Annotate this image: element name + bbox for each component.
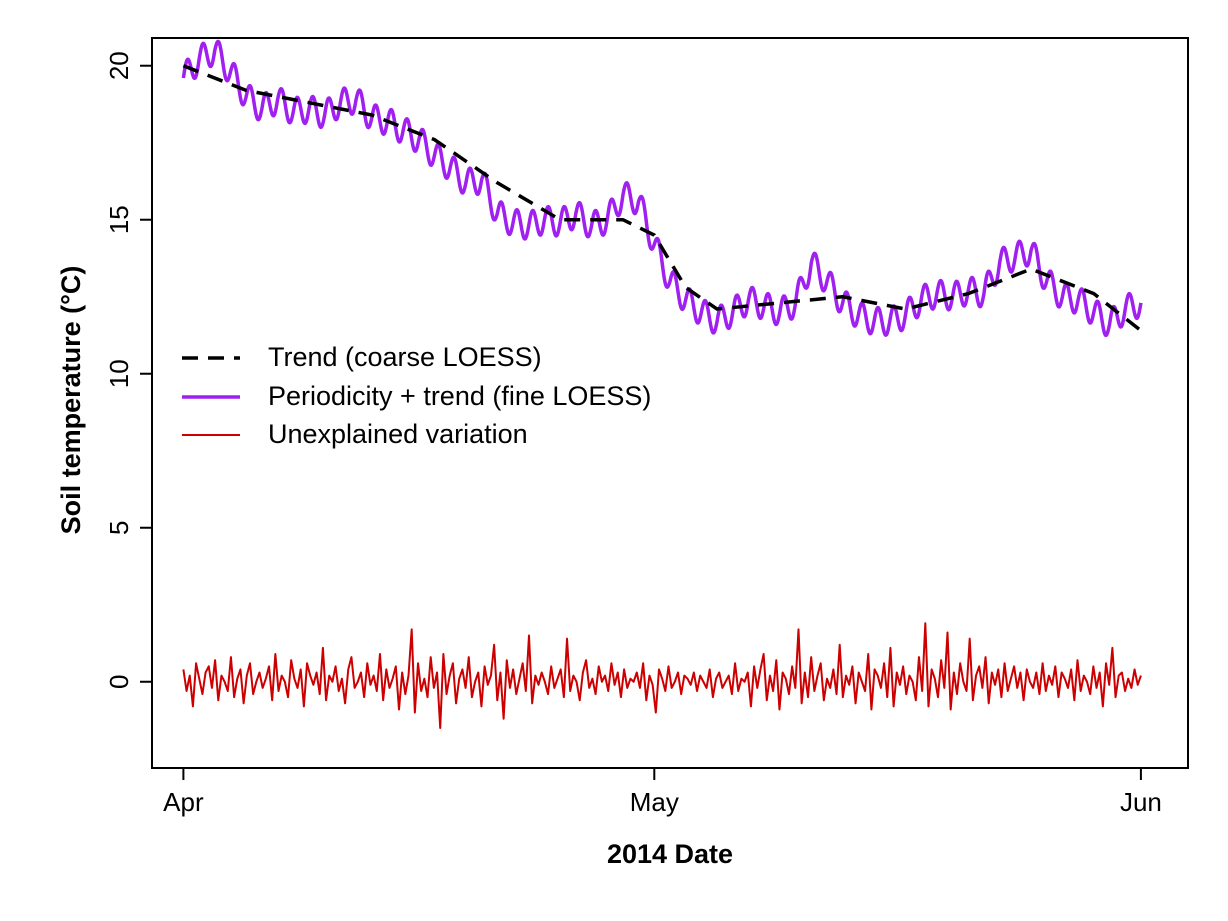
series-periodicity-trend: [181, 39, 1143, 338]
x-axis: Apr May Jun: [163, 767, 1162, 817]
y-tick-label: 15: [104, 205, 134, 234]
legend-label: Trend (coarse LOESS): [268, 342, 542, 372]
series-layer: [181, 39, 1143, 729]
series-trend: [182, 64, 1142, 332]
y-tick-label: 5: [104, 521, 134, 535]
legend: Trend (coarse LOESS) Periodicity + trend …: [182, 342, 651, 449]
y-axis-title: Soil temperature (°C): [56, 266, 86, 535]
y-axis: 0 5 10 15 20: [104, 51, 153, 689]
y-tick-label: 20: [104, 51, 134, 80]
legend-label: Unexplained variation: [268, 419, 528, 449]
x-tick-label: Apr: [163, 787, 204, 817]
x-tick-label: May: [630, 787, 679, 817]
legend-label: Periodicity + trend (fine LOESS): [268, 381, 651, 411]
x-tick-label: Jun: [1120, 787, 1162, 817]
y-tick-label: 0: [104, 675, 134, 689]
y-tick-label: 10: [104, 359, 134, 388]
series-unexplained-variation: [182, 622, 1142, 729]
x-axis-title: 2014 Date: [607, 839, 733, 869]
